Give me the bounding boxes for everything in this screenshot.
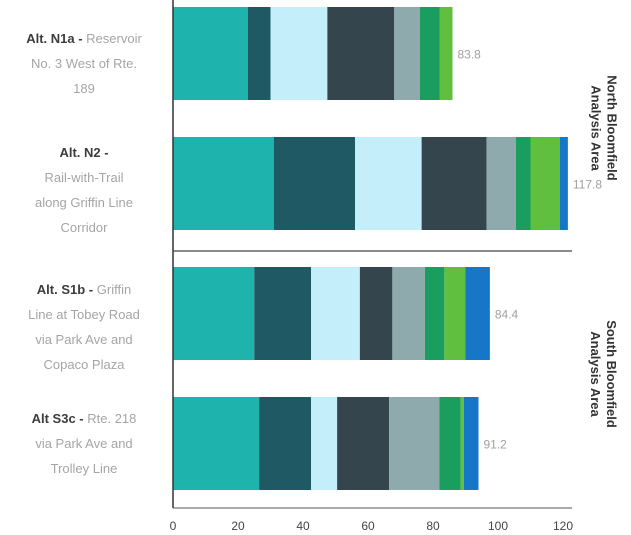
bar-segment-1-6 <box>530 137 560 230</box>
category-label-0: Alt. N1a - Reservoir No. 3 West of Rte. 18… <box>26 31 142 96</box>
group-label-0: North Bloomfield Analysis Area <box>588 75 620 181</box>
bar-segment-3-6 <box>460 397 464 490</box>
bar-segment-1-3 <box>421 137 487 230</box>
bar-segment-3-7 <box>463 397 479 490</box>
total-label-1: 117.8 <box>573 178 602 192</box>
total-label-0: 83.8 <box>458 48 482 62</box>
bar-segment-3-2 <box>311 397 338 490</box>
total-label-2: 84.4 <box>495 308 519 322</box>
x-tick-label-6: 120 <box>553 519 573 533</box>
category-label-1: Alt. N2 - Rail-with-Trail along Griffin Li… <box>34 145 134 235</box>
bar-segment-0-6 <box>439 7 453 100</box>
group-label-1: South Bloomfield Analysis Area <box>587 320 619 428</box>
bar-segment-0-3 <box>327 7 394 100</box>
bar-segment-2-7 <box>465 267 490 360</box>
x-tick-label-4: 80 <box>426 519 440 533</box>
bars-layer <box>173 7 568 490</box>
bar-segment-3-1 <box>259 397 312 490</box>
bar-segment-2-5 <box>424 267 445 360</box>
bar-segment-0-0 <box>173 7 248 100</box>
x-tick-label-2: 40 <box>296 519 310 533</box>
bar-segment-1-7 <box>559 137 568 230</box>
bar-segment-2-4 <box>392 267 425 360</box>
bar-segment-2-2 <box>311 267 360 360</box>
bar-segment-2-0 <box>173 267 255 360</box>
bar-segment-2-3 <box>359 267 393 360</box>
total-label-3: 91.2 <box>484 438 508 452</box>
bar-segment-1-2 <box>355 137 422 230</box>
total-labels-layer: 83.8 117.8 84.4 91.2 <box>458 48 603 452</box>
bar-segment-1-0 <box>173 137 274 230</box>
category-label-2: Alt. S1b - Griffin Line at Tobey Road via … <box>28 282 140 372</box>
bar-segment-1-5 <box>515 137 531 230</box>
bar-segment-3-5 <box>439 397 461 490</box>
bar-segment-3-0 <box>173 397 260 490</box>
bar-segment-1-1 <box>273 137 355 230</box>
x-tick-label-0: 0 <box>170 519 177 533</box>
bar-segment-0-5 <box>420 7 440 100</box>
axes-layer <box>172 0 572 509</box>
x-tick-labels-layer: 0 20 40 60 80 100 120 <box>170 519 574 533</box>
x-tick-label-1: 20 <box>231 519 245 533</box>
category-label-3: Alt S3c - Rte. 218 via Park Ave and Trolle… <box>31 411 137 476</box>
bar-segment-0-1 <box>247 7 271 100</box>
bar-segment-3-4 <box>389 397 440 490</box>
bar-segment-2-1 <box>254 267 312 360</box>
bar-segment-3-3 <box>337 397 390 490</box>
bar-segment-0-4 <box>394 7 420 100</box>
bar-segment-0-2 <box>270 7 328 100</box>
bar-segment-1-4 <box>486 137 516 230</box>
bar-segment-2-6 <box>444 267 466 360</box>
x-tick-label-5: 100 <box>488 519 508 533</box>
x-tick-label-3: 60 <box>361 519 375 533</box>
